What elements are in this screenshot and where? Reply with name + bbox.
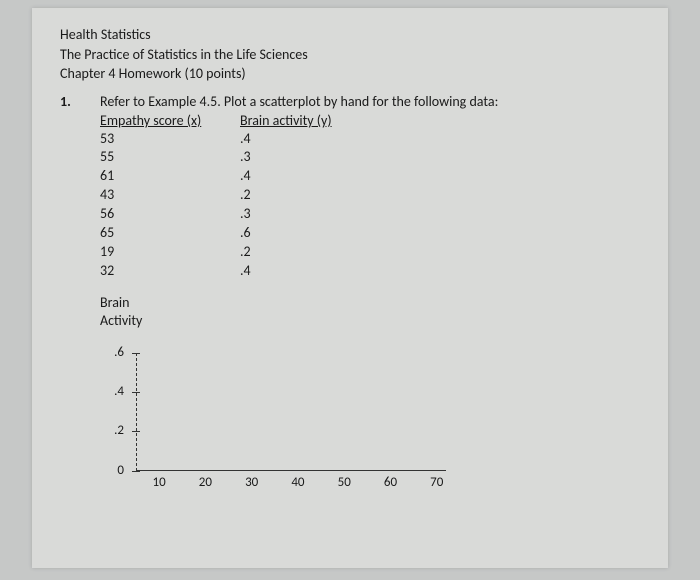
- table-row: 56.3: [100, 205, 640, 224]
- y-tick-label: .2: [114, 423, 124, 439]
- table-row: 43.2: [100, 186, 640, 205]
- data-rows: 53.455.361.443.256.365.619.232.4: [100, 130, 640, 281]
- chart-region: Brain Activity .6 .4 .2 0 10 20 30 40 50 60 70: [100, 295, 640, 491]
- x-axis-line: [136, 470, 446, 471]
- x-tick-label: 30: [245, 475, 258, 491]
- table-row: 61.4: [100, 167, 640, 186]
- x-tick-label: 20: [199, 475, 212, 491]
- cell-y: .2: [240, 186, 640, 205]
- content-area: Health Statistics The Practice of Statis…: [32, 8, 668, 491]
- x-tick-label: 60: [384, 475, 397, 491]
- y-axis-dashed: [136, 353, 137, 471]
- table-row: 55.3: [100, 148, 640, 167]
- table-row: 32.4: [100, 262, 640, 281]
- cell-x: 53: [100, 130, 240, 149]
- question-number: 1.: [60, 93, 100, 491]
- chapter-line: Chapter 4 Homework (10 points): [60, 65, 640, 83]
- x-tick-label: 10: [153, 475, 166, 491]
- cell-x: 55: [100, 148, 240, 167]
- cell-x: 43: [100, 186, 240, 205]
- y-axis-label-line1: Brain: [100, 295, 640, 311]
- cell-y: .3: [240, 148, 640, 167]
- table-header-row: Empathy score (x) Brain activity (y): [100, 112, 640, 130]
- scatter-chart: .6 .4 .2 0 10 20 30 40 50 60 70: [100, 331, 460, 491]
- y-tick-mark: [132, 353, 140, 354]
- cell-x: 56: [100, 205, 240, 224]
- question-row: 1. Refer to Example 4.5. Plot a scatterp…: [60, 93, 640, 491]
- y-tick-mark: [132, 431, 140, 432]
- cell-x: 65: [100, 224, 240, 243]
- cell-x: 19: [100, 243, 240, 262]
- cell-x: 61: [100, 167, 240, 186]
- y-tick-label: 0: [117, 463, 124, 479]
- cell-y: .6: [240, 224, 640, 243]
- y-tick-label: .4: [114, 384, 124, 400]
- cell-y: .2: [240, 243, 640, 262]
- y-tick-label: .6: [114, 345, 124, 361]
- axes: [136, 343, 446, 471]
- table-row: 53.4: [100, 130, 640, 149]
- table-row: 65.6: [100, 224, 640, 243]
- cell-y: .4: [240, 130, 640, 149]
- y-tick-mark: [132, 471, 140, 472]
- cell-y: .4: [240, 167, 640, 186]
- y-tick-mark: [132, 392, 140, 393]
- question-body: Refer to Example 4.5. Plot a scatterplot…: [100, 93, 640, 491]
- question-prompt: Refer to Example 4.5. Plot a scatterplot…: [100, 93, 640, 111]
- document-page: Health Statistics The Practice of Statis…: [32, 8, 668, 568]
- book-title: The Practice of Statistics in the Life S…: [60, 46, 640, 64]
- col-y-header: Brain activity (y): [240, 112, 640, 130]
- cell-y: .4: [240, 262, 640, 281]
- x-tick-label: 70: [430, 475, 443, 491]
- y-axis-label-line2: Activity: [100, 313, 640, 329]
- x-tick-label: 50: [338, 475, 351, 491]
- course-title: Health Statistics: [60, 26, 640, 44]
- cell-y: .3: [240, 205, 640, 224]
- table-row: 19.2: [100, 243, 640, 262]
- x-tick-label: 40: [291, 475, 304, 491]
- cell-x: 32: [100, 262, 240, 281]
- col-x-header: Empathy score (x): [100, 112, 240, 130]
